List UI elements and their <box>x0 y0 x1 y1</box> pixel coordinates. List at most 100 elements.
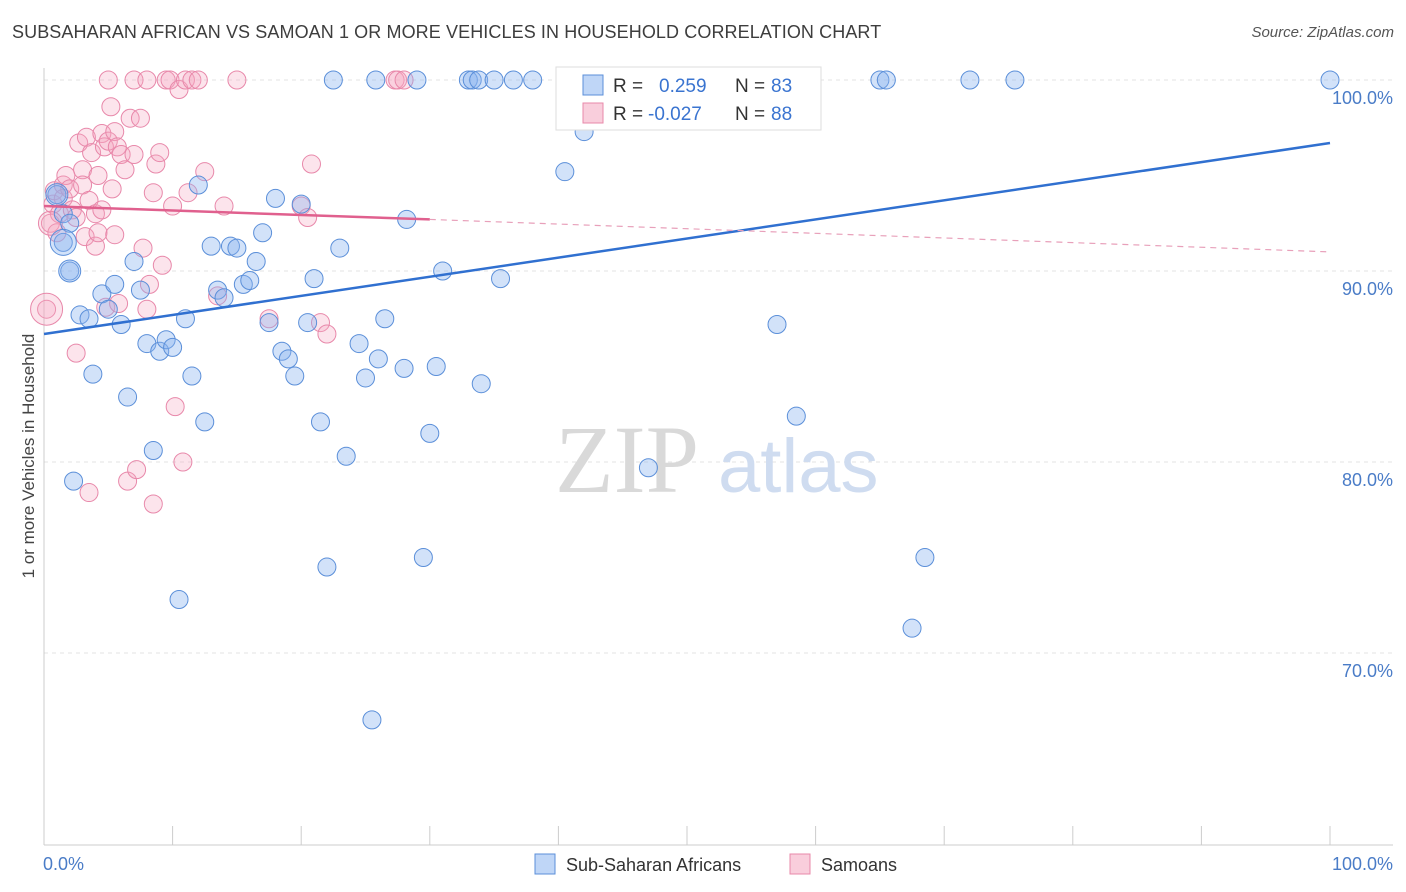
stats-n-value-blue: 83 <box>771 76 792 97</box>
blue-point-63 <box>469 70 489 90</box>
x-tick-label-min: 0.0% <box>43 854 84 874</box>
legend-swatch-samoans <box>789 853 811 875</box>
pink-point-46 <box>137 70 157 90</box>
blue-point-15 <box>130 280 150 300</box>
large-point-3 <box>30 292 64 326</box>
blue-point-66 <box>491 269 511 289</box>
pink-point-57 <box>165 397 185 417</box>
pink-point-17 <box>76 127 96 147</box>
y-tick-label-0: 100.0% <box>1332 88 1393 108</box>
stats-legend: R = 0.259 N = 83 R = -0.027 N = 88 <box>555 66 822 131</box>
blue-point-82 <box>1320 70 1340 90</box>
watermark-atlas: atlas <box>718 424 879 509</box>
pink-point-48 <box>139 274 159 294</box>
pink-point-53 <box>152 255 172 275</box>
blue-point-23 <box>182 366 202 386</box>
grid-lines <box>44 79 1393 654</box>
blue-point-0 <box>47 185 67 205</box>
blue-point-48 <box>349 334 369 354</box>
blue-point-25 <box>195 412 215 432</box>
blue-point-56 <box>407 70 427 90</box>
pink-point-73 <box>317 324 337 344</box>
pink-point-52 <box>150 143 170 163</box>
pink-point-67 <box>227 70 247 90</box>
blue-point-58 <box>420 423 440 443</box>
blue-point-78 <box>902 618 922 638</box>
trend-line-samoans-extension <box>429 218 1331 253</box>
pink-point-38 <box>115 160 135 180</box>
blue-point-60 <box>433 261 453 281</box>
pink-point-49 <box>143 183 163 203</box>
pink-point-51 <box>146 154 166 174</box>
legend-label-sub-saharan-africans: Sub-Saharan Africans <box>566 855 741 875</box>
blue-point-69 <box>555 162 575 182</box>
axes <box>43 68 1393 846</box>
pink-point-43 <box>127 460 147 480</box>
pink-point-34 <box>105 225 125 245</box>
blue-point-8 <box>83 364 103 384</box>
blue-point-10 <box>98 299 118 319</box>
blue-point-7 <box>79 309 99 329</box>
blue-point-68 <box>523 70 543 90</box>
pink-point-32 <box>102 179 122 199</box>
y-tick-label-2: 80.0% <box>1342 470 1393 490</box>
blue-point-40 <box>291 194 311 214</box>
x-tick-label-max: 100.0% <box>1332 854 1393 874</box>
blue-point-80 <box>960 70 980 90</box>
blue-point-17 <box>143 441 163 461</box>
blue-point-42 <box>304 269 324 289</box>
pink-point-31 <box>101 97 121 117</box>
pink-point-71 <box>301 154 321 174</box>
blue-point-5 <box>64 471 84 491</box>
pink-point-45 <box>133 238 153 258</box>
blue-point-20 <box>163 337 183 357</box>
blue-point-62 <box>462 70 482 90</box>
pink-point-19 <box>79 483 99 503</box>
stats-r-label-pink: R = <box>613 104 643 125</box>
pink-point-44 <box>130 108 150 128</box>
blue-point-29 <box>220 236 240 256</box>
pink-point-30 <box>98 131 118 151</box>
blue-point-24 <box>188 175 208 195</box>
stats-n-label-blue: N = <box>735 76 765 97</box>
blue-point-49 <box>356 368 375 388</box>
blue-point-39 <box>285 366 305 386</box>
pink-point-20 <box>82 143 102 163</box>
blue-point-11 <box>105 274 125 294</box>
blue-point-19 <box>156 330 176 350</box>
blue-point-57 <box>413 548 433 567</box>
chart-title: SUBSAHARAN AFRICAN VS SAMOAN 1 OR MORE V… <box>12 22 882 42</box>
pink-point-9 <box>60 179 80 199</box>
blue-point-41 <box>298 313 318 333</box>
blue-point-4 <box>60 261 80 281</box>
watermark-zip: ZIP <box>555 406 699 513</box>
y-axis-label: 1 or more Vehicles in Household <box>19 334 38 579</box>
blue-point-76 <box>870 70 890 90</box>
large-point-1 <box>58 259 82 283</box>
blue-point-44 <box>317 557 337 577</box>
blue-point-45 <box>323 70 343 90</box>
pink-point-0 <box>37 299 57 319</box>
pink-point-29 <box>98 70 118 90</box>
pink-point-61 <box>178 183 198 203</box>
pink-point-66 <box>214 196 234 216</box>
blue-point-77 <box>876 70 896 90</box>
pink-point-42 <box>124 144 144 164</box>
stats-r-label-blue: R = <box>613 76 643 97</box>
legend-swatch-sub-saharan-africans <box>534 853 556 875</box>
stats-r-value-pink: -0.027 <box>648 104 702 125</box>
trend-line-sub-saharan-africans <box>43 141 1331 336</box>
blue-point-33 <box>246 251 266 271</box>
pink-point-59 <box>173 452 193 472</box>
bottom-legend: Sub-Saharan Africans Samoans <box>534 853 897 875</box>
y-tick-labels: 100.0% 90.0% 80.0% 70.0% <box>1332 88 1393 681</box>
pink-point-13 <box>69 133 89 153</box>
stats-swatch-pink <box>582 102 604 124</box>
pink-point-63 <box>188 70 208 90</box>
blue-point-32 <box>240 271 260 291</box>
trend-line-samoans <box>43 204 430 221</box>
blue-point-30 <box>227 238 247 258</box>
blue-point-73 <box>767 314 787 334</box>
stats-r-value-blue: 0.259 <box>659 76 707 97</box>
blue-point-2 <box>53 232 73 252</box>
